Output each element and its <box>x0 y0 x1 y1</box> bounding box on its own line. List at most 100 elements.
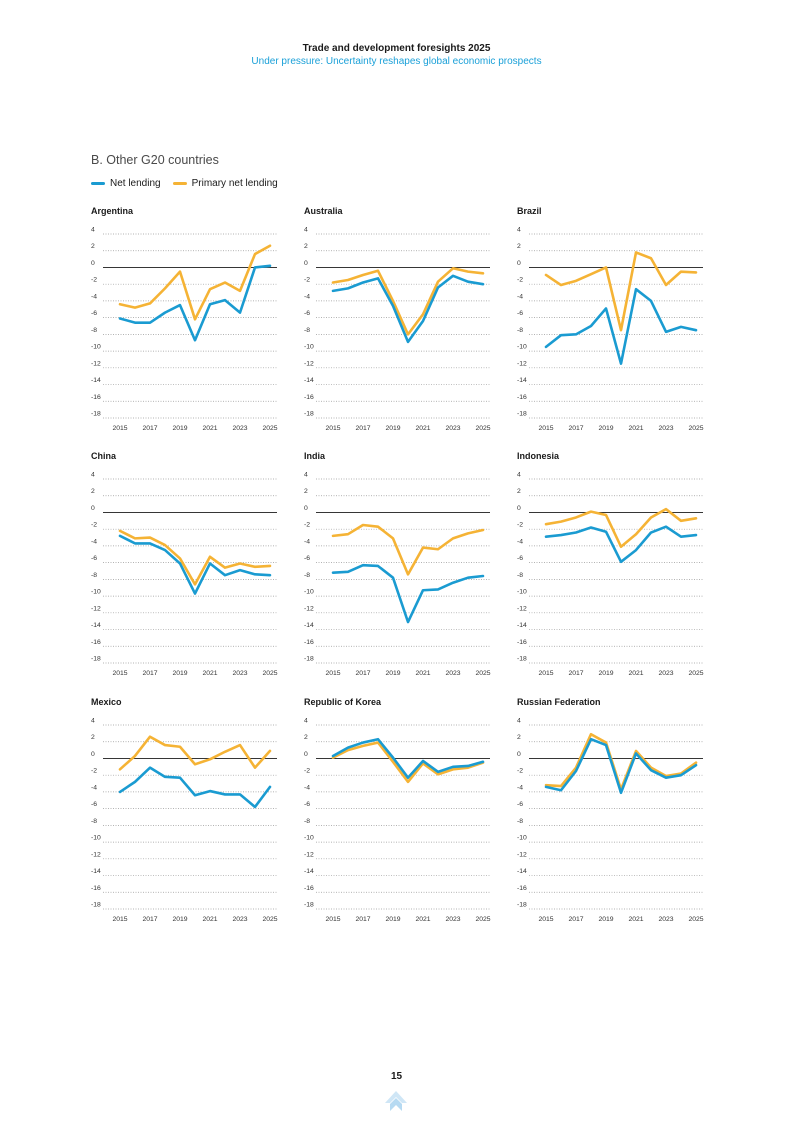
y-tick-label: 4 <box>517 472 521 479</box>
legend-swatch-primary-net-lending <box>172 182 187 185</box>
x-tick-label: 2015 <box>538 916 553 923</box>
y-tick-label: -14 <box>304 377 314 384</box>
x-tick-label: 2021 <box>415 670 430 677</box>
chart-india: 4 2 0 -2 -4 -6 -8 -10 -12 -14 -16 -18 2015 2017 2019 20… <box>304 472 491 678</box>
y-tick-label: 4 <box>91 718 95 725</box>
y-tick-label: -6 <box>91 555 97 562</box>
x-tick-label: 2025 <box>262 916 277 923</box>
y-tick-label: -14 <box>304 622 314 629</box>
y-tick-label: 2 <box>91 243 95 250</box>
y-tick-label: -16 <box>517 394 527 401</box>
y-tick-label: -14 <box>91 868 101 875</box>
y-tick-label: 2 <box>91 488 95 495</box>
chart-title: Indonesia <box>517 451 560 461</box>
x-tick-label: 2023 <box>445 916 460 923</box>
chart-australia: 4 2 0 -2 -4 -6 -8 -10 -12 -14 -16 -18 2015 2017 2019 20… <box>304 227 491 433</box>
y-tick-label: -2 <box>304 522 310 529</box>
x-tick-label: 2019 <box>385 916 400 923</box>
series-line-primary-net-lending <box>331 523 485 576</box>
legend-item-primary-net-lending: Primary net lending <box>172 178 278 189</box>
y-tick-label: -12 <box>91 605 101 612</box>
y-tick-label: 2 <box>517 488 521 495</box>
chevron-up-icon[interactable] <box>384 1089 408 1113</box>
chart-panel-argentina: Argentina 4 2 0 -2 -4 -6 -8 -10 -12 -14 -16 -18 2015… <box>91 206 291 441</box>
y-tick-label: -14 <box>91 622 101 629</box>
x-tick-label: 2023 <box>232 670 247 677</box>
y-tick-label: -10 <box>91 344 101 351</box>
x-tick-label: 2025 <box>475 670 490 677</box>
x-tick-label: 2021 <box>202 916 217 923</box>
y-tick-label: -12 <box>91 851 101 858</box>
y-tick-label: -8 <box>91 818 97 825</box>
y-tick-label: -2 <box>91 522 97 529</box>
x-tick-label: 2021 <box>415 425 430 432</box>
y-tick-label: -18 <box>517 902 527 909</box>
chart-indonesia: 4 2 0 -2 -4 -6 -8 -10 -12 -14 -16 -18 2015 2017 2019 20… <box>517 472 704 678</box>
y-tick-label: -10 <box>517 344 527 351</box>
y-tick-label: -4 <box>517 293 523 300</box>
y-tick-label: -12 <box>517 360 527 367</box>
y-tick-label: -16 <box>304 394 314 401</box>
y-tick-label: -12 <box>517 851 527 858</box>
y-tick-label: 0 <box>91 751 95 758</box>
chart-panel-republic-of-korea: Republic of Korea 4 2 0 -2 -4 -6 -8 -10 -12 -14 -1… <box>304 697 504 932</box>
series-line-net-lending <box>331 563 485 624</box>
y-tick-label: -6 <box>91 801 97 808</box>
chart-brazil: 4 2 0 -2 -4 -6 -8 -10 -12 -14 -16 -18 2015 2017 2019 20… <box>517 227 704 433</box>
chart-panel-china: China 4 2 0 -2 -4 -6 -8 -10 -12 -14 -16 -18 2015 2017… <box>91 451 291 686</box>
y-tick-label: 0 <box>517 260 521 267</box>
y-tick-label: -2 <box>517 522 523 529</box>
x-tick-label: 2019 <box>598 916 613 923</box>
x-tick-label: 2025 <box>688 916 703 923</box>
y-tick-label: -14 <box>304 868 314 875</box>
x-tick-label: 2023 <box>445 670 460 677</box>
y-tick-label: -16 <box>304 639 314 646</box>
y-tick-label: -8 <box>304 572 310 579</box>
x-tick-label: 2017 <box>568 916 583 923</box>
x-tick-label: 2023 <box>658 916 673 923</box>
x-tick-label: 2017 <box>355 425 370 432</box>
chart-china: 4 2 0 -2 -4 -6 -8 -10 -12 -14 -16 -18 2015 2017 2019 20… <box>91 472 278 678</box>
y-tick-label: -4 <box>304 784 310 791</box>
x-tick-label: 2017 <box>142 670 157 677</box>
x-tick-label: 2017 <box>568 670 583 677</box>
y-tick-label: 0 <box>517 751 521 758</box>
y-tick-label: -10 <box>517 835 527 842</box>
y-tick-label: 0 <box>517 505 521 512</box>
y-tick-label: -8 <box>517 572 523 579</box>
y-tick-label: -4 <box>91 784 97 791</box>
x-tick-label: 2015 <box>538 425 553 432</box>
y-tick-label: 4 <box>304 472 308 479</box>
x-tick-label: 2025 <box>688 425 703 432</box>
legend-item-net-lending: Net lending <box>91 178 161 189</box>
y-tick-label: -10 <box>91 835 101 842</box>
y-tick-label: -6 <box>517 555 523 562</box>
y-tick-label: 0 <box>304 751 308 758</box>
series-line-primary-net-lending <box>118 529 272 586</box>
y-tick-label: -4 <box>517 784 523 791</box>
series-line-primary-net-lending <box>544 251 698 332</box>
chart-title: Argentina <box>91 206 134 216</box>
y-tick-label: -4 <box>304 293 310 300</box>
chart-argentina: 4 2 0 -2 -4 -6 -8 -10 -12 -14 -16 -18 2015 2017 2019 20… <box>91 227 278 433</box>
y-tick-label: 2 <box>304 488 308 495</box>
y-tick-label: 0 <box>304 260 308 267</box>
y-tick-label: -18 <box>91 902 101 909</box>
y-tick-label: -12 <box>91 360 101 367</box>
chart-panel-indonesia: Indonesia 4 2 0 -2 -4 -6 -8 -10 -12 -14 -16 -18 2015… <box>517 451 717 686</box>
x-tick-label: 2019 <box>172 916 187 923</box>
series-line-primary-net-lending <box>331 266 485 336</box>
x-tick-label: 2023 <box>232 425 247 432</box>
y-tick-label: -16 <box>304 885 314 892</box>
series-line-net-lending <box>331 737 485 779</box>
y-tick-label: -16 <box>91 885 101 892</box>
y-tick-label: 4 <box>304 718 308 725</box>
x-tick-label: 2015 <box>325 425 340 432</box>
chart-panel-australia: Australia 4 2 0 -2 -4 -6 -8 -10 -12 -14 -16 -18 2015… <box>304 206 504 441</box>
chart-russian-federation: 4 2 0 -2 -4 -6 -8 -10 -12 -14 -16 -18 2015 2017 2019 20… <box>517 718 704 924</box>
x-tick-label: 2015 <box>112 916 127 923</box>
y-tick-label: 0 <box>91 260 95 267</box>
series-line-primary-net-lending <box>118 244 272 321</box>
chart-panel-russian-federation: Russian Federation 4 2 0 -2 -4 -6 -8 -10 -12 -14 -… <box>517 697 717 932</box>
y-tick-label: -10 <box>517 589 527 596</box>
